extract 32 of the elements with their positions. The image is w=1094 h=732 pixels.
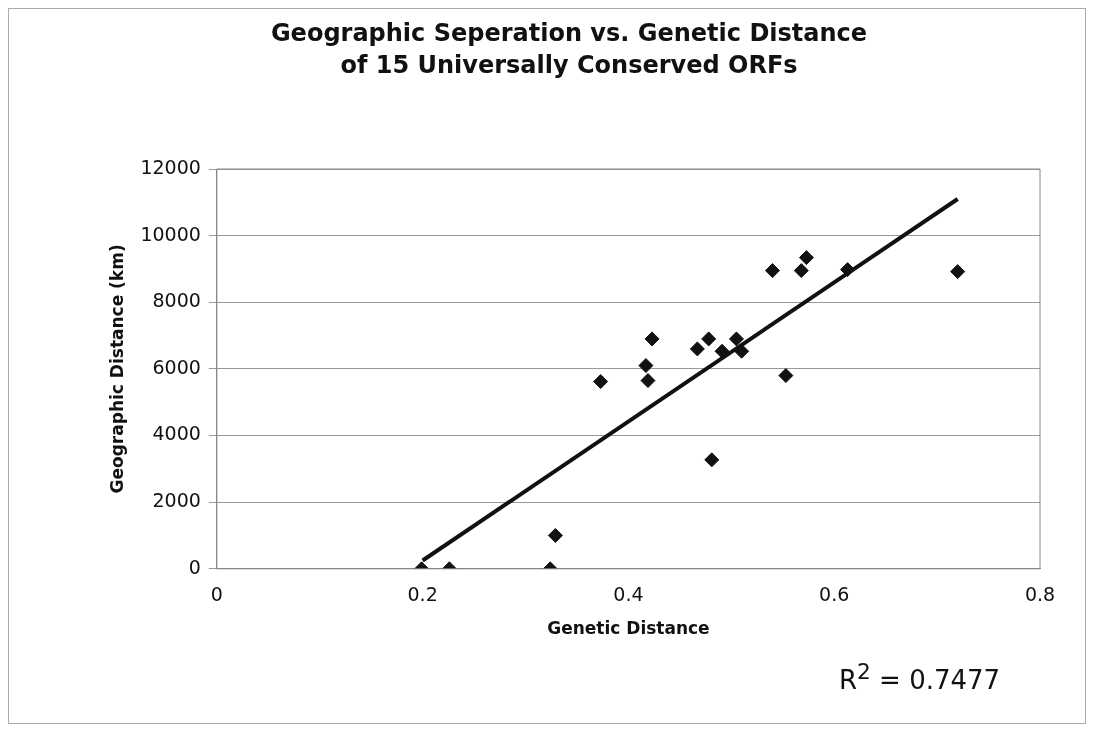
x-tick-label: 0: [210, 583, 223, 606]
y-tick-label: 10000: [140, 222, 201, 245]
x-tick-label: 0.6: [819, 583, 850, 606]
y-tick-label: 4000: [152, 422, 201, 445]
text: R$^{2}$ = 0.7477: [839, 659, 1001, 695]
point: [704, 452, 720, 468]
point: [640, 373, 656, 389]
point: [764, 263, 780, 279]
point: [728, 331, 744, 347]
x-axis-title: Genetic Distance: [547, 618, 710, 639]
point: [547, 527, 563, 543]
point: [701, 331, 717, 347]
point: [638, 358, 654, 374]
point: [593, 374, 609, 390]
point: [644, 331, 660, 347]
point: [950, 264, 966, 280]
y-tick-label: 0: [188, 555, 201, 578]
point: [714, 343, 730, 359]
x-tick-label: 0.4: [613, 583, 644, 606]
y-axis-title: Geographic Distance (km): [106, 244, 127, 494]
point: [840, 262, 856, 278]
point: [778, 368, 794, 384]
point: [798, 250, 814, 266]
y-tick-label: 8000: [152, 289, 201, 312]
y-tick-label: 2000: [152, 489, 201, 512]
chart-title: Geographic Seperation vs. Genetic Distance of 15 Universally Conserved ORFs: [269, 18, 869, 81]
y-tick-label: 12000: [140, 155, 201, 178]
y-tick-label: 6000: [152, 355, 201, 378]
x-tick-label: 0.8: [1024, 583, 1056, 606]
x-tick-label: 0.2: [407, 583, 438, 606]
point: [689, 341, 705, 357]
point: [793, 263, 809, 279]
